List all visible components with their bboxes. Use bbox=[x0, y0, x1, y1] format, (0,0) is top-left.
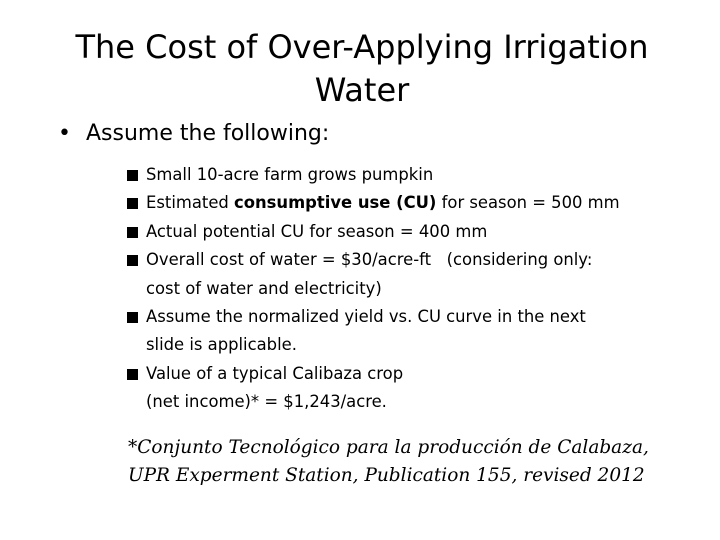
square-bullet-icon bbox=[127, 198, 138, 210]
list-item-line-1: Overall cost of water = $30/acre-ft (con… bbox=[146, 250, 593, 270]
list-item-bold-term: consumptive use (CU) bbox=[234, 193, 437, 213]
list-item-line-2: slide is applicable. bbox=[146, 335, 297, 355]
list-item-line-1: Assume the normalized yield vs. CU curve… bbox=[146, 307, 586, 327]
list-item: Assume the normalized yield vs. CU curve… bbox=[127, 303, 697, 360]
list-item: Estimated consumptive use (CU) for seaso… bbox=[127, 189, 697, 217]
main-bullet-text: Assume the following: bbox=[86, 121, 330, 146]
list-item-line-1: Value of a typical Calibaza crop bbox=[146, 363, 404, 383]
list-item: Small 10-acre farm grows pumpkin bbox=[127, 161, 697, 189]
square-bullet-icon bbox=[127, 368, 138, 380]
slide-title: The Cost of Over-Applying Irrigation Wat… bbox=[40, 26, 684, 112]
main-bullet: • Assume the following: bbox=[58, 119, 329, 149]
slide-title-line-2: Water bbox=[314, 71, 410, 109]
list-item: Actual potential CU for season = 400 mm bbox=[127, 218, 697, 246]
list-item: Value of a typical Calibaza crop (net in… bbox=[127, 360, 697, 417]
list-item-line-2: cost of water and electricity) bbox=[146, 278, 382, 298]
list-item-suffix: for season = 500 mm bbox=[436, 193, 620, 213]
list-item-prefix: Estimated bbox=[146, 193, 235, 213]
square-bullet-icon bbox=[127, 226, 138, 238]
list-item-text: Small 10-acre farm grows pumpkin bbox=[146, 165, 434, 184]
square-bullet-icon bbox=[127, 170, 138, 181]
square-bullet-icon bbox=[127, 312, 138, 324]
footnote-citation: *Conjunto Tecnológico para la producción… bbox=[128, 434, 649, 490]
slide-title-line-1: The Cost of Over-Applying Irrigation bbox=[75, 28, 649, 66]
footnote-line-1: *Conjunto Tecnológico para la producción… bbox=[128, 437, 649, 458]
footnote-line-2: UPR Experment Station, Publication 155, … bbox=[128, 465, 645, 486]
list-item-line-2: (net income)* = $1,243/acre. bbox=[146, 392, 387, 412]
list-item-text: Actual potential CU for season = 400 mm bbox=[146, 221, 488, 241]
sub-bullet-list: Small 10-acre farm grows pumpkin Estimat… bbox=[127, 161, 697, 417]
bullet-dot-icon: • bbox=[58, 121, 71, 146]
list-item: Overall cost of water = $30/acre-ft (con… bbox=[127, 246, 697, 303]
square-bullet-icon bbox=[127, 255, 138, 267]
